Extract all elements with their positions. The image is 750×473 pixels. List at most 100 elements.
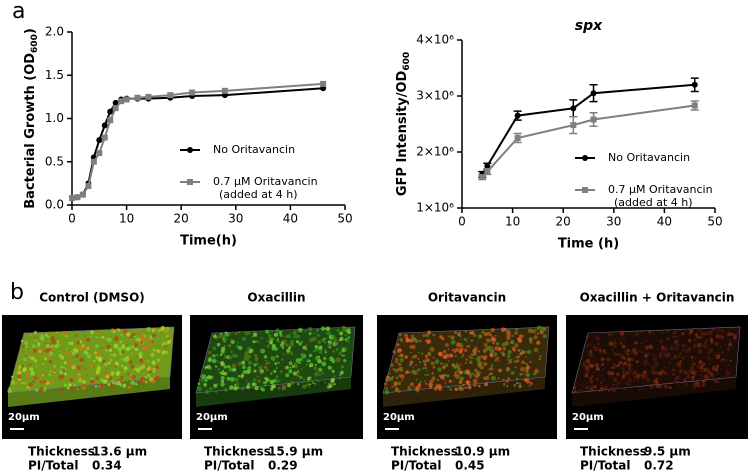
texture <box>137 367 141 371</box>
x-tick-label: 50 <box>707 215 722 229</box>
texture <box>110 354 112 356</box>
texture <box>704 374 709 379</box>
y-tick-label: 4×10⁶ <box>416 33 454 47</box>
texture <box>519 348 521 350</box>
texture <box>137 343 140 347</box>
texture <box>586 335 590 339</box>
texture <box>737 331 739 333</box>
texture <box>634 341 637 345</box>
texture <box>619 331 625 336</box>
texture <box>277 361 280 364</box>
chart-title: spx <box>575 18 603 34</box>
texture <box>490 367 494 371</box>
x-tick-label: 50 <box>337 212 352 226</box>
texture <box>632 373 635 376</box>
texture <box>723 358 727 362</box>
texture <box>301 381 304 384</box>
texture <box>675 375 680 380</box>
texture <box>636 377 639 381</box>
texture <box>218 371 221 374</box>
texture <box>151 379 156 384</box>
texture <box>317 340 322 345</box>
texture <box>670 347 673 350</box>
texture <box>686 374 691 380</box>
texture <box>267 333 271 337</box>
texture <box>276 339 280 343</box>
texture <box>479 365 484 370</box>
texture <box>448 353 453 358</box>
texture <box>51 339 57 345</box>
thickness-value: 13.6 µm <box>92 445 147 459</box>
texture <box>65 334 68 338</box>
biofilm-side <box>8 377 170 407</box>
texture <box>621 366 625 370</box>
texture <box>483 362 487 366</box>
data-point <box>90 158 97 165</box>
texture <box>678 368 684 374</box>
texture <box>411 344 416 350</box>
texture <box>649 363 652 366</box>
ratio-value: 0.45 <box>455 459 485 473</box>
data-point <box>107 108 114 115</box>
texture <box>653 379 658 384</box>
texture <box>255 334 258 337</box>
texture <box>501 342 507 347</box>
texture <box>167 338 170 341</box>
texture <box>709 337 714 341</box>
texture <box>511 346 516 351</box>
texture <box>714 368 719 372</box>
texture <box>161 351 164 355</box>
texture <box>626 357 631 362</box>
texture <box>77 374 82 379</box>
texture <box>271 343 276 349</box>
texture <box>212 346 217 351</box>
texture <box>66 347 68 350</box>
texture <box>715 372 718 375</box>
texture <box>464 361 468 364</box>
texture <box>148 342 153 346</box>
texture <box>145 380 148 384</box>
texture <box>235 382 239 386</box>
texture <box>160 326 165 331</box>
texture <box>582 362 587 367</box>
texture <box>316 331 318 333</box>
texture <box>74 348 79 353</box>
texture <box>462 383 465 387</box>
texture <box>679 360 682 363</box>
texture <box>209 387 213 391</box>
texture <box>224 331 227 334</box>
texture <box>521 360 525 364</box>
texture <box>42 362 45 365</box>
texture <box>491 375 496 381</box>
texture <box>683 370 686 372</box>
texture <box>695 370 699 373</box>
texture <box>105 374 110 379</box>
texture <box>56 340 60 343</box>
texture <box>407 385 410 388</box>
texture <box>146 367 149 370</box>
texture <box>690 359 693 362</box>
texture <box>418 351 420 354</box>
texture <box>725 345 727 347</box>
texture <box>40 350 45 355</box>
texture <box>413 354 418 359</box>
texture <box>713 328 715 330</box>
texture <box>654 376 656 378</box>
texture <box>54 373 58 377</box>
texture <box>8 387 11 390</box>
texture <box>314 363 318 367</box>
texture <box>634 351 638 355</box>
texture <box>121 345 125 350</box>
texture <box>477 361 483 366</box>
texture <box>590 374 594 378</box>
texture <box>318 349 323 354</box>
texture <box>725 371 730 376</box>
texture <box>637 386 639 388</box>
texture <box>447 386 450 389</box>
texture <box>489 334 493 337</box>
texture <box>128 380 130 382</box>
texture <box>102 359 106 364</box>
texture <box>10 380 16 385</box>
texture <box>156 349 161 354</box>
texture <box>505 384 509 388</box>
